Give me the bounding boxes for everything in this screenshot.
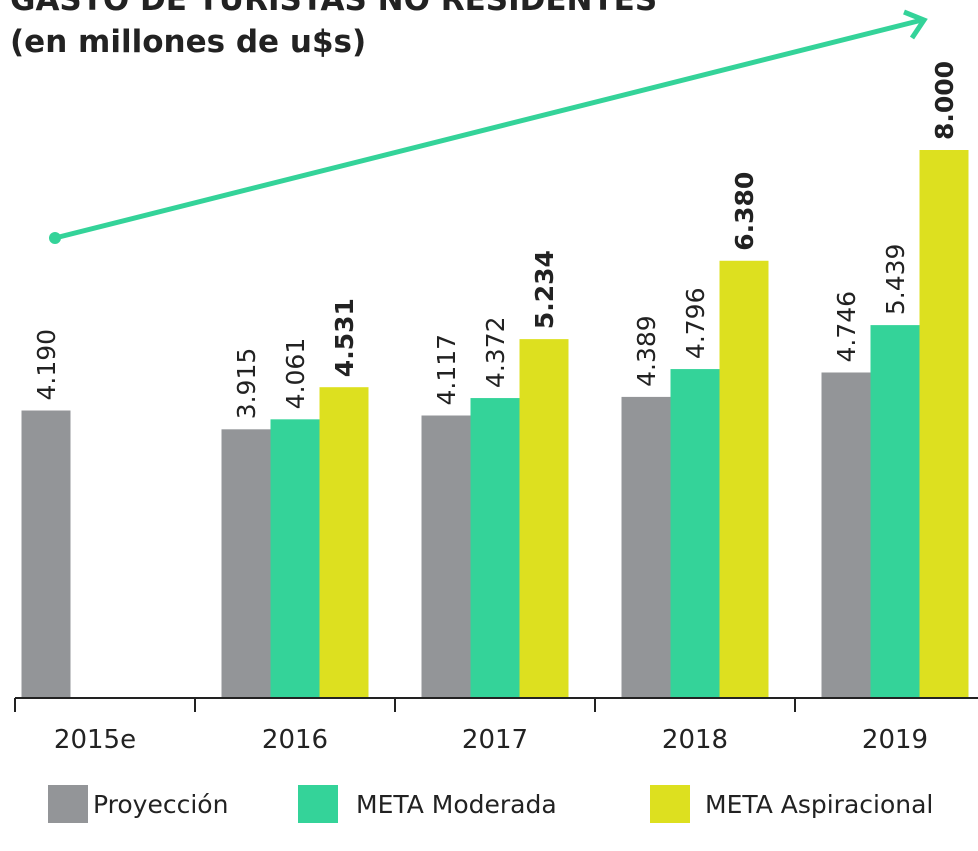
value-label: 5.234 [530, 250, 559, 329]
x-tick-label: 2018 [662, 725, 728, 755]
trend-arrow [49, 9, 928, 244]
bar [21, 410, 71, 697]
value-label: 4.190 [32, 329, 61, 401]
x-tick-label: 2019 [862, 725, 928, 755]
legend-swatch [298, 785, 338, 823]
legend-swatch [650, 785, 690, 823]
bar [421, 415, 471, 697]
value-label: 4.061 [281, 338, 310, 410]
bar [670, 369, 720, 697]
legend-label: META Aspiracional [705, 790, 933, 819]
legend-label: Proyección [93, 790, 228, 819]
value-label: 4.389 [632, 315, 661, 387]
value-label: 3.915 [232, 348, 261, 420]
bar [270, 419, 320, 697]
bar [821, 372, 871, 697]
bar [319, 387, 369, 697]
bar [519, 339, 569, 697]
value-label: 4.746 [832, 291, 861, 363]
legend-swatch [48, 785, 88, 823]
bar [919, 150, 969, 697]
legend-label: META Moderada [356, 790, 557, 819]
value-label: 4.117 [432, 334, 461, 406]
value-label: 6.380 [730, 172, 759, 251]
value-label: 8.000 [930, 61, 959, 140]
value-label: 4.372 [481, 316, 510, 388]
value-label: 5.439 [881, 244, 910, 316]
bar [221, 429, 271, 697]
bar [621, 396, 671, 697]
value-label: 4.796 [681, 287, 710, 359]
value-label: 4.531 [330, 298, 359, 377]
x-tick-label: 2015e [54, 725, 136, 755]
bar [470, 398, 520, 697]
chart-subtitle: (en millones de u$s) [10, 24, 366, 60]
bar [719, 260, 769, 697]
x-tick-label: 2016 [262, 725, 328, 755]
chart-title: GASTO DE TURISTAS NO RESIDENTES [10, 0, 657, 18]
x-tick-label: 2017 [462, 725, 528, 755]
bar [870, 325, 920, 697]
